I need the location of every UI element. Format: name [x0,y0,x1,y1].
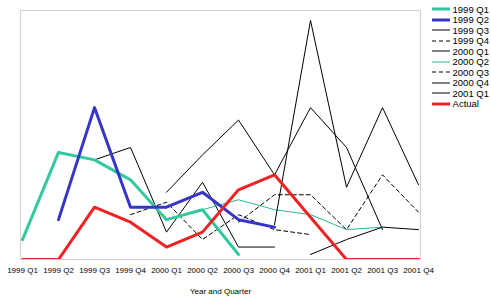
svg-text:2000 Q2: 2000 Q2 [187,266,218,275]
svg-text:2001 Q2: 2001 Q2 [331,266,362,275]
html-text:2000 Q1: 2000 Q1 [452,45,489,57]
svg-text:1999 Q4: 1999 Q4 [115,266,146,275]
svg-text:2000 Q1: 2000 Q1 [151,266,182,275]
svg-text:2000 Q4: 2000 Q4 [259,266,290,275]
html-text:1999 Q2: 1999 Q2 [452,14,489,26]
html-text:2000 Q2: 2000 Q2 [452,56,489,68]
svg-text:2001 Q1: 2001 Q1 [295,266,326,275]
svg-text:2001 Q4: 2001 Q4 [403,266,434,275]
html-text:1999 Q3: 1999 Q3 [452,24,489,36]
svg-text:1999 Q1: 1999 Q1 [7,266,38,275]
html-text:2001 Q1: 2001 Q1 [452,87,489,99]
svg-text:1999 Q2: 1999 Q2 [43,266,74,275]
svg-text:2001 Q3: 2001 Q3 [367,266,398,275]
svg-text:Year and Quarter: Year and Quarter [190,287,251,296]
html-text:1999 Q4: 1999 Q4 [452,35,489,47]
html-text:1999 Q1: 1999 Q1 [452,3,489,15]
html-text:Actual: Actual [452,98,479,110]
html-text:2000 Q3: 2000 Q3 [452,66,489,78]
html-text:2000 Q4: 2000 Q4 [452,77,489,89]
svg-text:2000 Q3: 2000 Q3 [223,266,254,275]
svg-text:1999 Q3: 1999 Q3 [79,266,110,275]
